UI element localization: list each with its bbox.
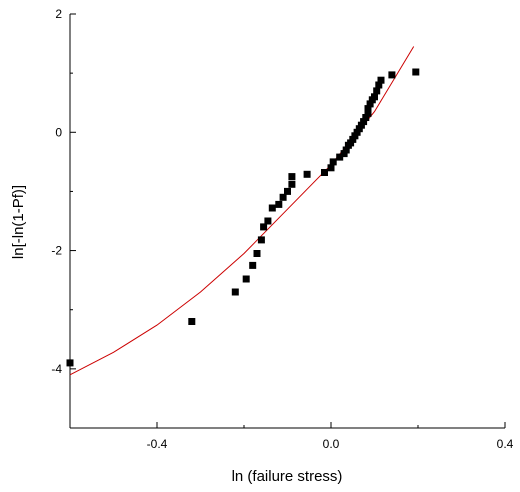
data-point [327, 164, 335, 172]
data-point [242, 275, 250, 283]
data-point [264, 217, 272, 225]
points-group [66, 68, 420, 367]
data-point [364, 109, 372, 117]
y-tick-label: -4 [51, 362, 62, 376]
data-point [353, 128, 361, 136]
data-point [249, 261, 257, 269]
y-tick-label: 2 [55, 7, 62, 21]
data-point [360, 118, 368, 126]
data-point [188, 318, 196, 325]
data-point [257, 236, 265, 244]
data-point [66, 359, 74, 367]
data-point [253, 250, 261, 257]
labels: ln (failure stress) ln[-ln(1-Pf)] [10, 185, 342, 485]
axes: -4 -2 0 2 -0.4 0.0 0.4 [51, 7, 513, 451]
data-point [357, 121, 365, 129]
data-point [366, 100, 374, 108]
data-point [260, 223, 268, 231]
data-point [279, 193, 287, 201]
data-point [342, 146, 350, 154]
data-point [268, 204, 276, 212]
fit-line-group [69, 46, 415, 376]
data-point [349, 135, 357, 143]
data-point [329, 158, 337, 166]
data-point [412, 68, 420, 76]
data-point [288, 180, 296, 188]
y-tick-label: -2 [51, 244, 62, 258]
data-point [303, 170, 311, 178]
y-tick-label: 0 [55, 125, 62, 139]
data-point [373, 87, 381, 95]
fit-line [69, 46, 415, 376]
data-point [336, 153, 344, 161]
data-point [284, 187, 291, 195]
data-point [375, 81, 383, 89]
data-point [362, 114, 370, 121]
data-point [371, 93, 378, 101]
data-point [231, 288, 239, 296]
x-axis-title: ln (failure stress) [232, 468, 343, 485]
y-axis-title: ln[-ln(1-Pf)] [10, 185, 27, 259]
data-point [321, 169, 328, 176]
data-point [388, 71, 396, 79]
data-point [275, 200, 283, 208]
x-tick-label: 0.0 [323, 437, 340, 451]
x-tick-label: -0.4 [147, 437, 168, 451]
data-point [288, 173, 296, 181]
x-tick-label: 0.4 [497, 437, 514, 451]
data-point [340, 150, 348, 158]
data-point [364, 105, 372, 113]
data-point [377, 76, 385, 84]
